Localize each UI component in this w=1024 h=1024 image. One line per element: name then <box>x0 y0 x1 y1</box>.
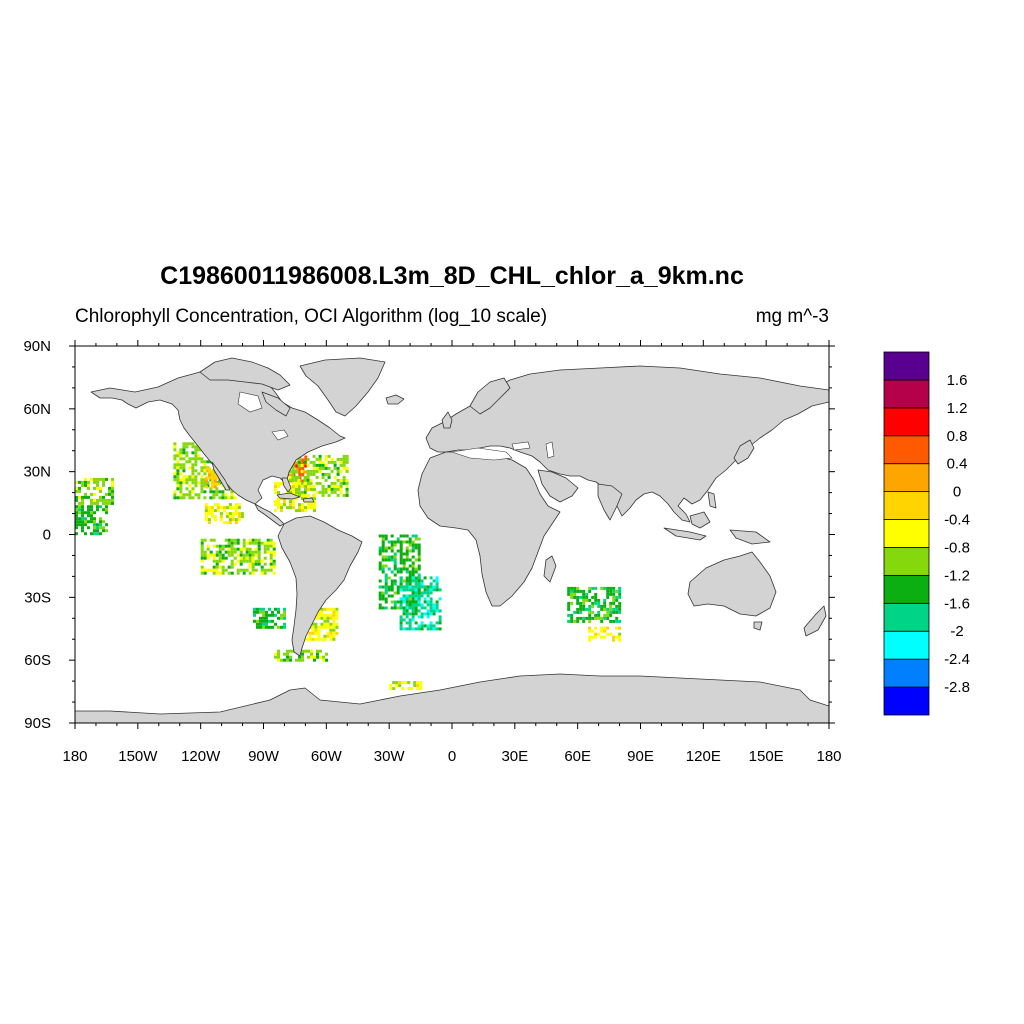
land-britain <box>441 411 453 429</box>
lat-tick-label: 30N <box>23 464 51 481</box>
colorbar-label: -2 <box>950 623 963 640</box>
lat-tick-label: 30S <box>24 589 51 606</box>
colorbar: -2.8 -2.4 -2 -1.6 -1.2 -0.8 -0.4 0 0.4 0.8 1.2 1.6 <box>883 351 970 716</box>
lake-caspian <box>545 441 555 459</box>
land-layer <box>75 357 829 723</box>
land-central-america <box>254 503 285 527</box>
lake-black-sea <box>511 441 531 451</box>
lon-tick-label: 60W <box>311 748 343 765</box>
colorbar-swatch <box>883 379 930 409</box>
data-patch <box>75 505 108 536</box>
land-scandinavia <box>469 377 511 415</box>
lon-tick-label: 30E <box>501 748 528 765</box>
data-patch <box>204 503 244 525</box>
colorbar-swatch <box>883 547 930 576</box>
colorbar-swatch <box>883 491 930 520</box>
data-patch <box>389 681 423 691</box>
colorbar-label: -1.6 <box>944 595 970 612</box>
land-india <box>597 483 623 521</box>
lon-tick-label: 90W <box>248 748 280 765</box>
land-iceland <box>385 394 405 405</box>
colorbar-label: 1.2 <box>947 400 968 417</box>
lat-tick-label: 90S <box>24 715 51 732</box>
land-hispaniola <box>302 497 315 503</box>
colorbar-swatch <box>883 602 930 632</box>
lat-tick-label: 60S <box>24 652 51 669</box>
land-new-guinea <box>729 529 771 545</box>
colorbar-label: -0.8 <box>944 539 970 556</box>
land-eurasia <box>425 365 829 523</box>
land-arctic-islands <box>199 357 291 391</box>
colorbar-swatch <box>883 630 930 660</box>
latitude-labels: 90N 60N 30N 0 30S 60S 90S <box>23 338 51 732</box>
land-arabia <box>537 469 579 503</box>
land-baja <box>211 461 231 491</box>
land-madagascar <box>543 555 557 583</box>
colorbar-label: 0.8 <box>947 428 968 445</box>
colorbar-label: 0.4 <box>947 456 968 473</box>
lon-tick-label: 30W <box>374 748 406 765</box>
colorbar-swatch <box>883 686 930 716</box>
colorbar-label: 1.6 <box>947 372 968 389</box>
land-florida <box>281 477 292 493</box>
lon-tick-label: 90E <box>627 748 654 765</box>
lon-tick-label: 180 <box>62 748 87 765</box>
lon-tick-label: 60E <box>564 748 591 765</box>
lake-mediterranean <box>451 447 513 461</box>
lon-tick-label: 120W <box>181 748 221 765</box>
colorbar-swatch <box>883 407 930 437</box>
land-south-america <box>277 515 363 657</box>
lon-tick-label: 0 <box>448 748 456 765</box>
land-borneo <box>689 511 711 529</box>
land-australia <box>687 551 777 617</box>
data-patch <box>378 534 421 610</box>
colorbar-label: -0.4 <box>944 512 970 529</box>
land-japan <box>733 439 755 465</box>
figure-title: C19860011986008.L3m_8D_CHL_chlor_a_9km.n… <box>160 262 744 290</box>
land-new-zealand <box>803 605 827 637</box>
data-patch <box>253 607 286 629</box>
colorbar-swatch <box>883 463 930 493</box>
data-patch <box>567 586 622 623</box>
lon-tick-label: 120E <box>686 748 721 765</box>
land-antarctica <box>75 673 829 723</box>
colorbar-label: -2.8 <box>944 679 970 696</box>
lon-tick-label: 150E <box>749 748 784 765</box>
lon-tick-label: 180 <box>816 748 841 765</box>
land-tasmania <box>753 621 763 631</box>
lake-hudson-bay <box>237 391 263 413</box>
colorbar-swatch <box>883 519 930 548</box>
colorbar-label: -1.2 <box>944 567 970 584</box>
land-baffin <box>261 391 291 417</box>
units-label: mg m^-3 <box>756 306 829 327</box>
longitude-labels: 180 150W 120W 90W 60W 30W 0 30E 60E 90E 120E 150E 18… <box>62 748 841 765</box>
colorbar-swatch <box>883 351 930 381</box>
land-indonesia <box>663 527 707 541</box>
lake-great-lakes <box>271 429 289 441</box>
lat-tick-label: 60N <box>23 401 51 418</box>
lon-tick-label: 150W <box>118 748 158 765</box>
colorbar-label: 0 <box>953 484 961 501</box>
colorbar-label: -2.4 <box>944 651 970 668</box>
data-patch <box>588 626 622 642</box>
map-panel <box>75 346 829 723</box>
data-patch <box>399 576 442 631</box>
data-patch <box>75 477 114 505</box>
colorbar-swatch <box>883 574 930 604</box>
lat-tick-label: 0 <box>43 527 51 544</box>
land-cuba <box>276 492 301 500</box>
land-philippines <box>707 491 717 509</box>
lat-tick-label: 90N <box>23 338 51 355</box>
data-patch <box>200 538 276 575</box>
colorbar-swatch <box>883 658 930 688</box>
land-africa <box>417 451 561 607</box>
tick-marks <box>69 340 835 729</box>
land-greenland <box>299 357 386 417</box>
variable-label: Chlorophyll Concentration, OCI Algorithm… <box>75 306 547 327</box>
colorbar-swatch <box>883 435 930 465</box>
